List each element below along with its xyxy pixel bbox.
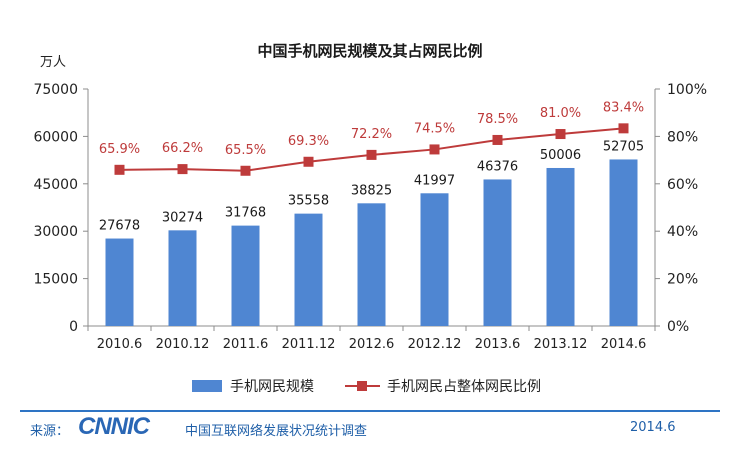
- line-point: [492, 134, 503, 145]
- legend-label-line: 手机网民占整体网民比例: [387, 379, 541, 395]
- bar-value-label: 27678: [99, 219, 140, 234]
- bar: [231, 225, 260, 326]
- line-value-label: 65.9%: [99, 142, 140, 157]
- legend-swatch-marker: [357, 381, 367, 391]
- chart: 中国手机网民规模及其占网民比例 万人 0 15000 30000 45000 60000…: [33, 42, 707, 395]
- right-tick-label: 20%: [667, 272, 698, 288]
- x-tick-label: 2014.6: [601, 337, 647, 352]
- bar-value-label: 46376: [477, 159, 518, 174]
- x-tick-label: 2010.6: [97, 337, 143, 352]
- line-value-label: 65.5%: [225, 143, 266, 158]
- bar: [609, 159, 638, 326]
- line-point: [618, 123, 629, 134]
- report-name: 中国互联网络发展状况统计调查: [185, 424, 368, 439]
- bar: [546, 167, 575, 326]
- legend-label-bars: 手机网民规模: [230, 379, 314, 395]
- left-tick-label: 75000: [33, 82, 78, 98]
- line-point: [303, 156, 314, 167]
- x-tick-label: 2013.6: [475, 337, 521, 352]
- plot-area: 0 15000 30000 45000 60000 75000 0% 20% 40% 60% 80%…: [33, 82, 707, 352]
- line-value-label: 66.2%: [162, 141, 203, 156]
- line-point: [177, 164, 188, 175]
- legend-swatch-bars: [192, 380, 222, 392]
- line-value-label: 74.5%: [414, 121, 455, 136]
- bar: [420, 193, 449, 326]
- x-tick-label: 2012.12: [408, 337, 462, 352]
- bar: [357, 203, 386, 326]
- left-axis-unit: 万人: [40, 55, 66, 70]
- right-tick-label: 100%: [667, 82, 707, 98]
- bar-value-label: 50006: [540, 148, 581, 163]
- left-tick-label: 45000: [33, 177, 78, 193]
- bar: [168, 230, 197, 326]
- line-point: [429, 144, 440, 155]
- right-tick-label: 60%: [667, 177, 698, 193]
- x-tick-label: 2011.6: [223, 337, 269, 352]
- line-point: [366, 149, 377, 160]
- x-tick-label: 2010.12: [156, 337, 210, 352]
- source-label: 来源：: [30, 424, 70, 439]
- left-tick-label: 15000: [33, 272, 78, 288]
- cnnic-logo: CNNIC: [78, 413, 150, 440]
- x-tick-label: 2013.12: [534, 337, 588, 352]
- line-value-label: 81.0%: [540, 106, 581, 121]
- right-tick-label: 40%: [667, 224, 698, 240]
- x-tick-label: 2011.12: [282, 337, 336, 352]
- x-tick-label: 2012.6: [349, 337, 395, 352]
- bar-value-label: 41997: [414, 173, 455, 188]
- line-value-label: 78.5%: [477, 112, 518, 127]
- bar-value-label: 52705: [603, 139, 644, 154]
- left-tick-label: 0: [69, 319, 78, 335]
- left-tick-label: 60000: [33, 129, 78, 145]
- bar-value-label: 30274: [162, 210, 203, 225]
- bar: [105, 238, 134, 326]
- legend: 手机网民规模 手机网民占整体网民比例: [192, 379, 541, 395]
- left-tick-label: 30000: [33, 224, 78, 240]
- bar-value-label: 31768: [225, 206, 266, 221]
- bar: [483, 179, 512, 326]
- right-tick-label: 80%: [667, 129, 698, 145]
- line-value-label: 83.4%: [603, 100, 644, 115]
- bar: [294, 213, 323, 326]
- right-tick-label: 0%: [667, 319, 689, 335]
- footer: 来源： CNNIC 中国互联网络发展状况统计调查 2014.6: [0, 402, 740, 463]
- bar-value-label: 35558: [288, 194, 329, 209]
- line-point: [114, 164, 125, 175]
- footer-divider: [20, 410, 720, 412]
- line-point: [555, 129, 566, 140]
- line-value-label: 72.2%: [351, 127, 392, 142]
- line-value-label: 69.3%: [288, 134, 329, 149]
- line-point: [240, 165, 251, 176]
- report-date: 2014.6: [630, 420, 676, 435]
- bar-value-label: 38825: [351, 183, 392, 198]
- chart-title: 中国手机网民规模及其占网民比例: [257, 42, 482, 60]
